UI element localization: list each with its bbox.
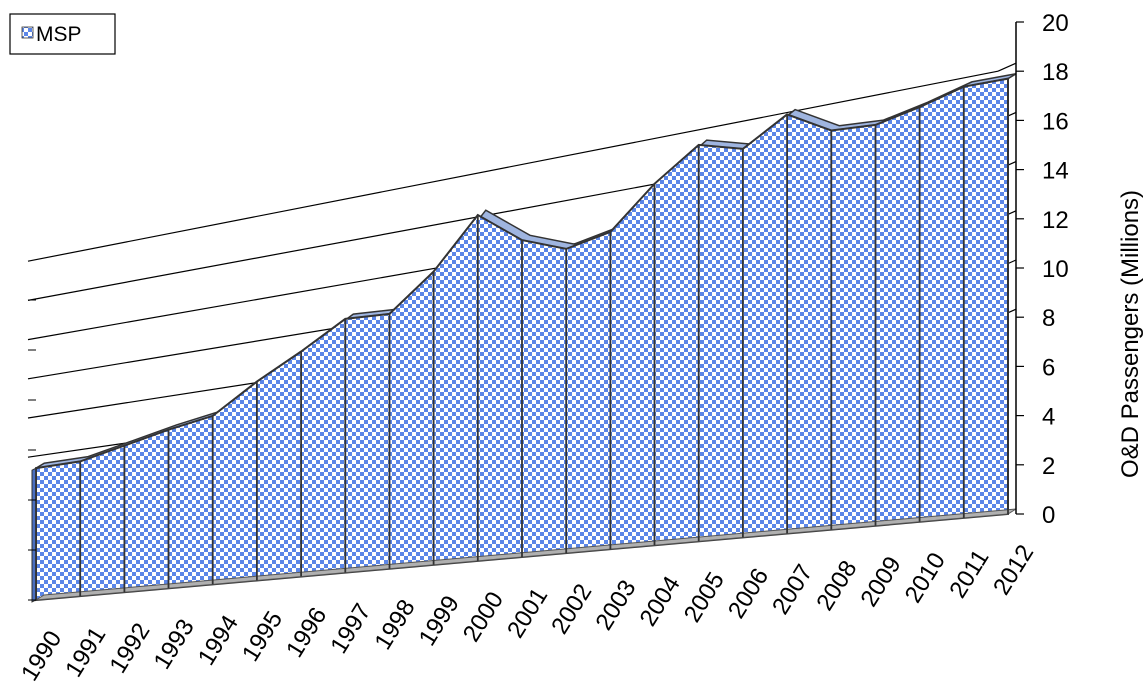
- x-tick-label: 2002: [546, 579, 597, 639]
- y-tick-label: 18: [1042, 59, 1069, 86]
- legend: MSP: [9, 13, 116, 55]
- x-tick-label: 1996: [281, 603, 332, 663]
- x-tick-label: 2005: [679, 568, 730, 628]
- x-tick-label: 1992: [104, 618, 155, 678]
- y-tick-label: 12: [1042, 207, 1069, 234]
- x-tick-label: 2001: [502, 583, 553, 643]
- x-tick-label: 1991: [60, 622, 111, 682]
- x-tick-label: 2009: [855, 552, 906, 612]
- y-tick-label: 6: [1042, 354, 1055, 381]
- x-tick-label: 2006: [723, 564, 774, 624]
- x-tick-label: 1998: [369, 595, 420, 655]
- x-tick-label: 2011: [944, 545, 994, 603]
- x-tick-label: 1995: [237, 607, 288, 667]
- x-tick-label: 2007: [767, 560, 818, 620]
- y-tick-label: 8: [1042, 305, 1055, 332]
- x-tick-label: 2010: [900, 548, 951, 608]
- y-tick-label: 10: [1042, 256, 1069, 283]
- x-tick-label: 2000: [458, 587, 509, 647]
- y-tick-label: 16: [1042, 108, 1069, 135]
- y-tick-label: 4: [1042, 404, 1055, 431]
- x-tick-label: 1994: [193, 611, 244, 671]
- y-tick-label: 20: [1042, 10, 1069, 37]
- y-axis-title: O&D Passengers (Millions): [1117, 190, 1143, 478]
- legend-box: [9, 13, 116, 55]
- x-tick-label: 2003: [590, 575, 641, 635]
- series-area: [31, 73, 1017, 603]
- y-tick-label: 2: [1042, 453, 1055, 480]
- x-tick-label: 1997: [325, 599, 376, 659]
- x-tick-label: 2004: [635, 572, 686, 632]
- gridline-cap: [997, 62, 1017, 72]
- x-tick-label: 1993: [149, 615, 200, 675]
- legend-swatch: [21, 26, 34, 39]
- x-tick-label: 2008: [811, 556, 862, 616]
- gridline: [27, 70, 999, 262]
- legend-label: MSP: [36, 23, 82, 46]
- x-tick-label: 1999: [414, 591, 465, 651]
- x-tick-label: 1990: [16, 626, 67, 686]
- x-tick-label: 2012: [988, 540, 1039, 600]
- y-axis-ticks: 0 2 4 6 8 10 12 14 16 18 20: [28, 10, 1069, 601]
- y-tick-label: 0: [1042, 502, 1055, 529]
- y-tick-label: 14: [1042, 158, 1069, 185]
